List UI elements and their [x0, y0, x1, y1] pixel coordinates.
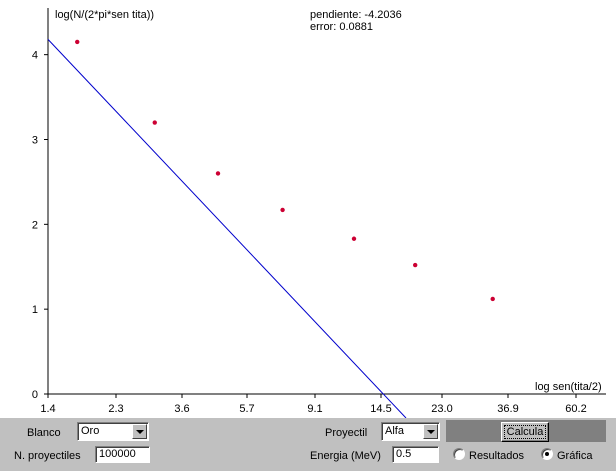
x-tick-label: 9.1	[307, 403, 322, 415]
proyectil-label: Proyectil	[325, 427, 368, 439]
data-point	[413, 262, 418, 268]
blanco-label: Blanco	[27, 427, 61, 439]
x-tick-label: 23.0	[431, 403, 452, 415]
data-point	[351, 236, 357, 241]
y-tick-label: 2	[32, 219, 38, 231]
x-tick-label: 36.9	[497, 403, 518, 415]
scatter-chart: 0 1 2 3 4 1.4 2.3 3.6 5.7 9.1 14.5 23.0 36.9 60.2	[32, 8, 606, 418]
graph-area: 0 1 2 3 4 1.4 2.3 3.6 5.7 9.1 14.5 23.0 36.9 60.2 log…	[31, 8, 606, 418]
y-axis-label: log(N/(2*pi*sen tita))	[55, 9, 155, 21]
y-tick-label: 0	[32, 389, 38, 401]
grafica-radio[interactable]	[541, 448, 553, 460]
resultados-radio[interactable]	[453, 448, 465, 460]
x-tick-label: 14.5	[370, 403, 391, 415]
data-point	[490, 296, 495, 302]
x-tick-label: 1.4	[40, 403, 55, 415]
y-tick-label: 4	[32, 50, 38, 62]
data-point	[280, 207, 285, 213]
x-tick-label: 3.6	[174, 403, 189, 415]
control-panel: Blanco Oro Proyectil Alfa Calcula N. pro…	[0, 418, 616, 471]
resultados-label: Resultados	[469, 450, 525, 462]
grafica-label: Gráfica	[557, 450, 593, 462]
slope-text: pendiente: -4.2036	[310, 9, 402, 21]
x-tick-label: 60.2	[565, 403, 586, 415]
proyectil-value: Alfa	[385, 425, 404, 437]
x-axis-label: log sen(tita/2)	[535, 381, 602, 393]
y-tick-label: 1	[32, 304, 38, 316]
proyectil-select[interactable]: Alfa	[381, 422, 440, 441]
fit-line	[47, 39, 407, 418]
blanco-select[interactable]: Oro	[77, 422, 149, 441]
data-point	[215, 171, 221, 176]
x-tick-label: 5.7	[239, 403, 254, 415]
data-point	[152, 120, 157, 125]
y-tick-label: 3	[32, 134, 38, 146]
energia-input[interactable]: 0.5	[392, 446, 439, 463]
calcula-label: Calcula	[503, 425, 547, 439]
chevron-down-icon[interactable]	[423, 424, 438, 439]
data-point	[75, 39, 80, 45]
chevron-down-icon[interactable]	[132, 424, 147, 439]
nproy-label: N. proyectiles	[14, 450, 81, 462]
nproy-input[interactable]: 100000	[95, 446, 150, 463]
blanco-value: Oro	[81, 425, 100, 437]
x-tick-label: 2.3	[108, 403, 123, 415]
energia-label: Energia (MeV)	[310, 450, 381, 462]
error-text: error: 0.0881	[310, 21, 373, 33]
calcula-button[interactable]: Calcula	[501, 422, 549, 442]
